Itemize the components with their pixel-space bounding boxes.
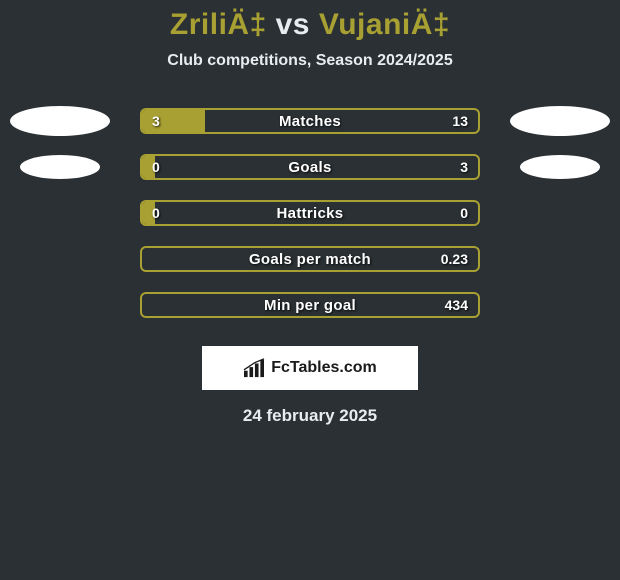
- stat-value-right: 434: [435, 294, 478, 316]
- stat-bar: Matches3 13: [140, 108, 480, 134]
- player2-marker: [520, 155, 600, 179]
- stat-row: Hattricks0 0: [0, 190, 620, 236]
- chart-icon: [243, 358, 265, 378]
- stat-value-right: 0.23: [431, 248, 478, 270]
- stat-label: Goals: [142, 156, 478, 178]
- stat-value-left: 0: [142, 202, 170, 224]
- stat-bar: Goals per match0.23: [140, 246, 480, 272]
- stat-label: Min per goal: [142, 294, 478, 316]
- stat-value-right: 13: [442, 110, 478, 132]
- stat-value-right: 0: [450, 202, 478, 224]
- stat-value-right: 3: [450, 156, 478, 178]
- brand-box[interactable]: FcTables.com: [202, 346, 418, 390]
- stat-bar: Hattricks0 0: [140, 200, 480, 226]
- stat-value-left: 0: [142, 156, 170, 178]
- stat-row: Goals per match0.23: [0, 236, 620, 282]
- player1-marker: [10, 106, 110, 136]
- player2-marker: [510, 106, 610, 136]
- stat-row: Min per goal434: [0, 282, 620, 328]
- stat-bar: Min per goal434: [140, 292, 480, 318]
- stat-label: Goals per match: [142, 248, 478, 270]
- stat-value-left: 3: [142, 110, 170, 132]
- stat-label: Matches: [142, 110, 478, 132]
- page-title: ZriliÄ‡ vs VujaniÄ‡: [0, 8, 620, 42]
- subtitle: Club competitions, Season 2024/2025: [0, 52, 620, 70]
- player2-name: VujaniÄ‡: [319, 8, 450, 41]
- vs-label: vs: [276, 8, 310, 41]
- stat-row: Matches3 13: [0, 98, 620, 144]
- stat-row: Goals0 3: [0, 144, 620, 190]
- date-label: 24 february 2025: [0, 406, 620, 426]
- stat-bar: Goals0 3: [140, 154, 480, 180]
- comparison-widget: ZriliÄ‡ vs VujaniÄ‡ Club competitions, S…: [0, 0, 620, 426]
- stat-label: Hattricks: [142, 202, 478, 224]
- stat-rows: Matches313Goals03Hattricks00Goals per ma…: [0, 98, 620, 328]
- brand-text: FcTables.com: [271, 359, 377, 377]
- player1-name: ZriliÄ‡: [170, 8, 267, 41]
- player1-marker: [20, 155, 100, 179]
